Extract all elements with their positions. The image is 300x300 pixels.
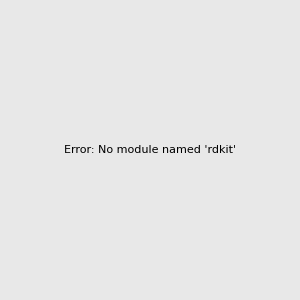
Text: Error: No module named 'rdkit': Error: No module named 'rdkit' <box>64 145 236 155</box>
